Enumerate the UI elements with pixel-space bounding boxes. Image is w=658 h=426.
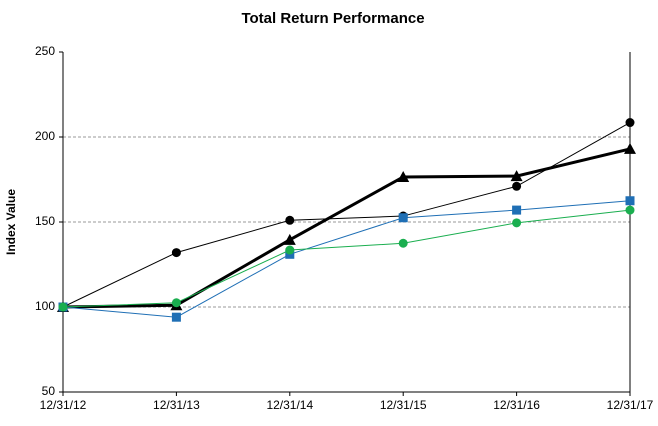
series-line: [62, 209, 631, 308]
x-tick-label: 12/31/12: [40, 398, 87, 412]
y-tick-label: 250: [35, 44, 55, 58]
x-tick-label: 12/31/16: [493, 398, 540, 412]
marker: [512, 218, 522, 228]
x-tick-label: 12/31/17: [607, 398, 654, 412]
marker: [285, 245, 295, 255]
marker: [283, 233, 296, 245]
marker: [171, 248, 181, 258]
x-tick-label: 12/31/15: [380, 398, 427, 412]
marker: [625, 205, 635, 215]
marker: [398, 238, 408, 248]
marker: [397, 170, 410, 182]
marker: [285, 215, 295, 225]
marker: [398, 213, 408, 223]
x-tick-label: 12/31/13: [153, 398, 200, 412]
marker: [625, 118, 635, 128]
y-axis-label: Index Value: [4, 189, 18, 255]
chart-title: Total Return Performance: [241, 10, 424, 27]
marker: [171, 312, 181, 322]
series-line: [62, 147, 631, 309]
marker: [512, 205, 522, 215]
marker: [624, 142, 636, 154]
y-tick-label: 200: [35, 129, 55, 143]
marker: [171, 298, 181, 308]
marker: [625, 196, 635, 206]
marker: [58, 302, 68, 312]
x-tick-label: 12/31/14: [266, 398, 313, 412]
series-line: [62, 122, 631, 308]
y-tick-label: 150: [35, 214, 55, 228]
marker: [510, 170, 523, 182]
marker: [512, 181, 522, 191]
series-line: [62, 200, 631, 318]
y-tick-label: 50: [42, 384, 56, 398]
y-tick-label: 100: [35, 299, 55, 313]
